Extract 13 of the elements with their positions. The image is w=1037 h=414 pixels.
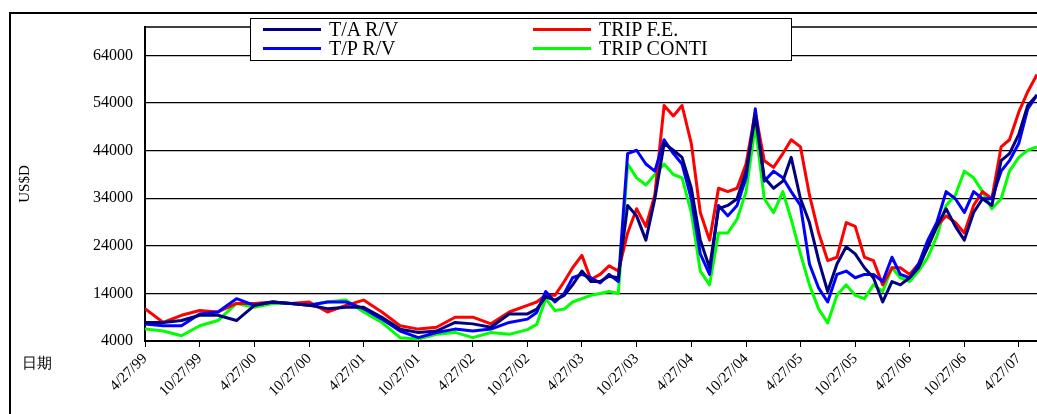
legend-label: TRIP CONTI [599, 37, 708, 59]
x-axis-title: 日期 [22, 354, 52, 373]
y-axis-title: US$D [15, 165, 32, 203]
y-tick-label: 34000 [93, 188, 133, 206]
y-tick-label: 54000 [93, 93, 133, 111]
y-tick-label: 64000 [93, 45, 133, 63]
y-tick-label: 4000 [101, 331, 133, 349]
legend-label: T/A R/V [329, 18, 399, 40]
y-tick-label: 24000 [93, 236, 133, 254]
legend-label: T/P R/V [329, 37, 396, 59]
y-tick-label: 44000 [93, 140, 133, 158]
legend-label: TRIP F.E. [599, 18, 679, 40]
y-tick-label: 14000 [93, 283, 133, 301]
